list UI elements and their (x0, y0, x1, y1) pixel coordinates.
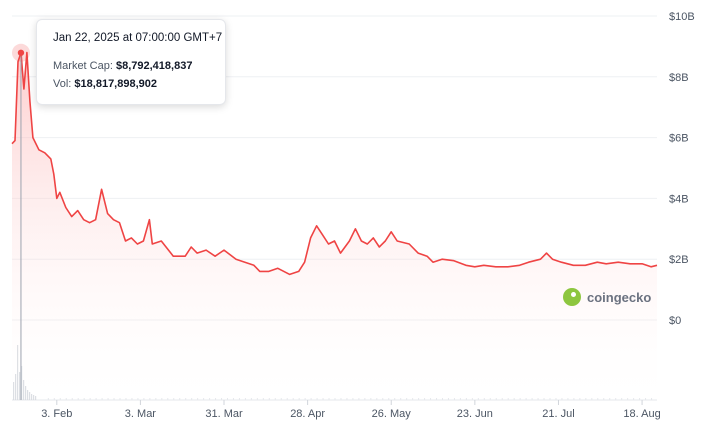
watermark-text: coingecko (587, 289, 652, 305)
tooltip-volume-label: Vol: (53, 78, 72, 90)
market-cap-line (11, 51, 658, 276)
x-tick-label: 26. May (372, 408, 412, 420)
highlight-marker[interactable] (17, 49, 25, 56)
x-tick-label: 3. Mar (125, 408, 157, 420)
data-tooltip: Jan 22, 2025 at 07:00:00 GMT+7 Market Ca… (36, 19, 226, 105)
y-tick-label: $6B (669, 133, 689, 145)
tooltip-date: Jan 22, 2025 at 07:00:00 GMT+7 (53, 32, 223, 44)
y-tick-label: $0 (669, 315, 681, 327)
y-tick-label: $2B (669, 254, 689, 266)
tooltip-volume: Vol: $18,817,898,902 (53, 78, 225, 90)
x-tick-label: 18. Aug (623, 408, 660, 420)
x-tick-label: 21. Jul (542, 408, 574, 420)
coingecko-watermark: coingecko (563, 288, 651, 306)
tooltip-volume-value: $18,817,898,902 (74, 78, 158, 90)
gecko-logo-icon (563, 288, 581, 306)
y-tick-label: $8B (669, 72, 689, 84)
x-tick-label: 31. Mar (205, 408, 243, 420)
tooltip-market-cap-label: Market Cap: (53, 60, 113, 72)
y-axis-labels: $10B $8B $6B $4B $2B $0 (669, 11, 695, 327)
x-tick-label: 3. Feb (41, 408, 72, 420)
x-axis-labels: 3. Feb 3. Mar 31. Mar 28. Apr 26. May 23. Jun… (41, 400, 661, 420)
x-tick-label: 23. Jun (457, 408, 493, 420)
tooltip-market-cap: Market Cap: $8,792,418,837 (53, 60, 225, 72)
tooltip-market-cap-value: $8,792,418,837 (115, 60, 193, 72)
y-tick-label: $10B (669, 11, 695, 23)
x-tick-label: 28. Apr (290, 408, 325, 420)
y-tick-label: $4B (669, 193, 689, 205)
market-cap-area (12, 52, 657, 400)
